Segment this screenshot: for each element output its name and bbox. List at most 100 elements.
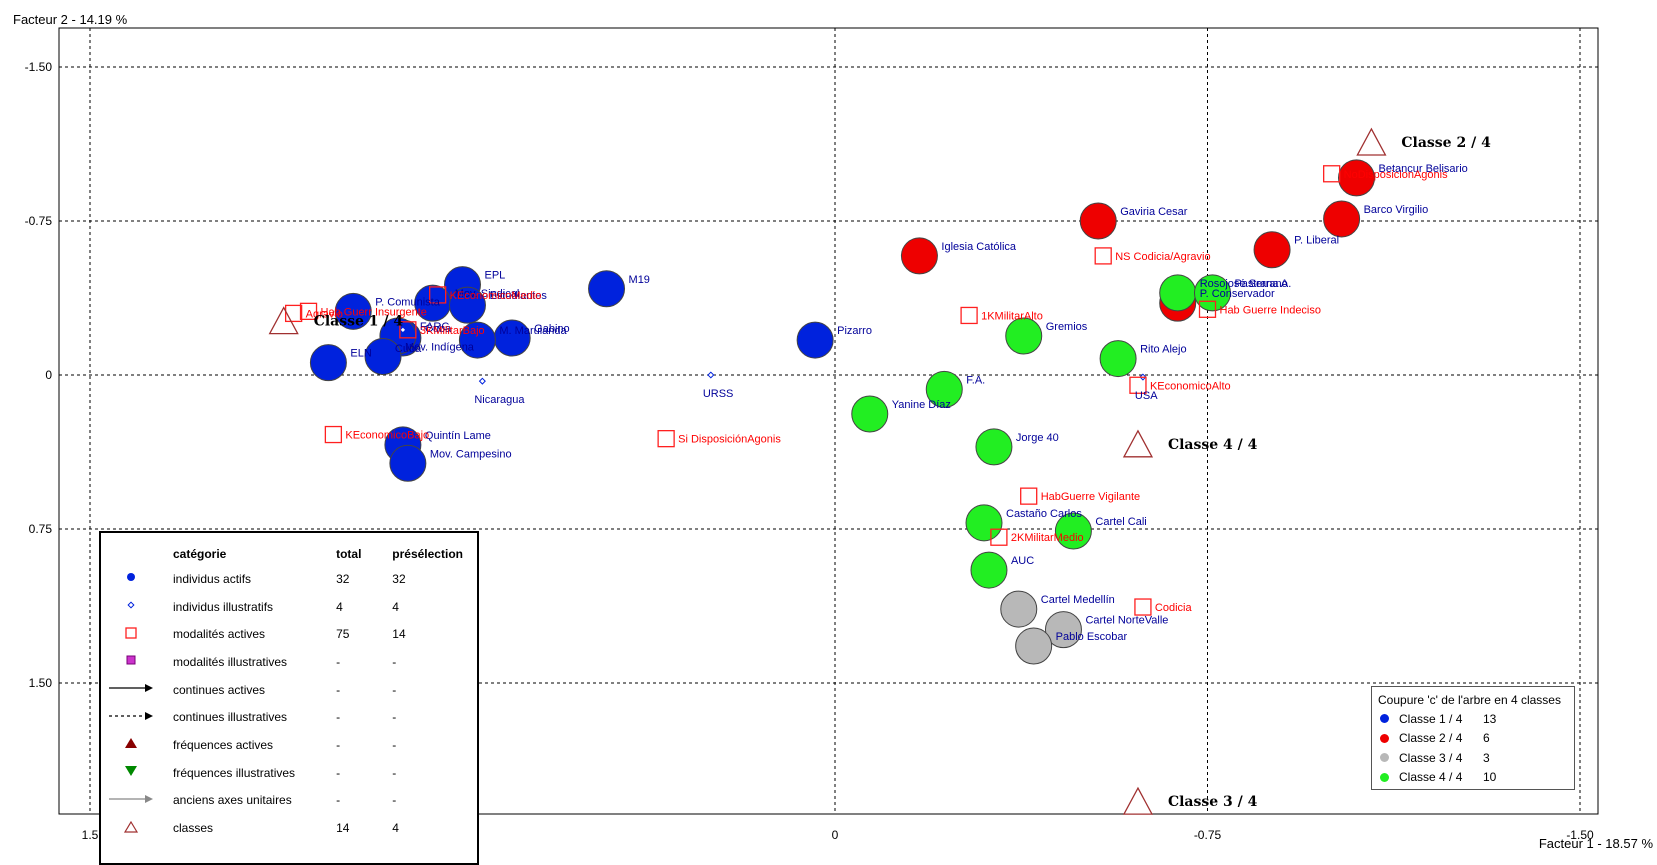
point-label-betancur-belisario: Betancur Belisario [1379, 163, 1468, 175]
modality-label-si-disposicionagonis: Si DisposiciónAgonis [678, 434, 781, 446]
class-legend-dot [1380, 753, 1389, 763]
legend-cell-total: 32 [336, 571, 350, 586]
class-classe-1-4 [268, 306, 299, 335]
x-tick-label: 1.5 [82, 828, 99, 842]
legend-cell-total: 4 [336, 599, 343, 614]
legend-cell-presel: 4 [392, 599, 399, 614]
legend-cell-presel: - [392, 737, 397, 752]
point-label-gaviria-cesar: Gaviria Cesar [1120, 206, 1188, 218]
modality-label-agravio: Agravio [306, 308, 343, 320]
point-label-p-comunista: P. Comunista [375, 296, 440, 308]
illustrative-label-usa: USA [1135, 390, 1158, 402]
point-betancur-belisario [1338, 159, 1375, 197]
y-axis-title: Facteur 2 - 14.19 % [13, 12, 128, 27]
class-legend-dot [1380, 714, 1389, 724]
point-label-rosojose-serrano: Rosojosé Serrano [1200, 278, 1288, 290]
point-cartel-medellin [1000, 590, 1038, 628]
y-tick-label: 1.50 [29, 676, 53, 690]
y-tick-label: 0.75 [29, 522, 53, 536]
y-tick-label: -1.50 [25, 60, 53, 74]
legend-row-continues-illustratives: continues illustratives - - [107, 703, 477, 731]
class-legend-row-4: Classe 4 / 4 10 [1380, 768, 1574, 788]
point-label-yanine-diaz: Yanine Díaz [892, 399, 951, 411]
legend-cell-total: 75 [336, 627, 350, 642]
point-label-p-liberal: P. Liberal [1294, 235, 1339, 247]
legend-row-continues-actives: continues actives - - [107, 676, 477, 704]
point-pablo-escobar [1015, 627, 1053, 665]
class-legend-dot [1380, 772, 1389, 782]
point-castano-carlos [965, 504, 1003, 542]
modality-label-keconomicoalto: KEconomicoAlto [1150, 380, 1231, 392]
class-legend-row-1: Classe 1 / 4 13 [1380, 709, 1574, 729]
legend-cell-total: 14 [336, 821, 350, 836]
point-p-liberal [1253, 231, 1291, 269]
modality-label-codicia: Codicia [1155, 602, 1193, 614]
point-label-pablo-escobar: Pablo Escobar [1056, 631, 1128, 643]
legend-row-individus-illustratifs: individus illustratifs 4 4 [107, 593, 477, 621]
point-label-eln: ELN [350, 348, 371, 360]
modality-label-keconomicomedio: KEconomicoMedio [450, 290, 542, 302]
modality-2kmilitarmedio [990, 528, 1008, 546]
point-label-quintin-lame: Quintín Lame [425, 430, 491, 442]
point-label-farc: FARC [420, 321, 449, 333]
legend-cell-presel: 4 [392, 821, 399, 836]
class-label-classe-1-4: Classe 1 / 4 [314, 314, 404, 330]
class-legend-row-3: Classe 3 / 4 3 [1380, 748, 1574, 768]
legend-symbol-tri_down [107, 759, 173, 787]
class-legend: Coupure 'c' de l'arbre en 4 classes Clas… [1371, 686, 1575, 790]
point-label-castano-carlos: Castaño Carlos [1006, 508, 1082, 520]
legend-cell-presel: - [392, 682, 397, 697]
point-gaviria-cesar [1079, 202, 1117, 240]
point-yanine-diaz [851, 395, 889, 433]
class-legend-row-2: Classe 2 / 4 6 [1380, 729, 1574, 749]
class-legend-count: 10 [1483, 770, 1497, 785]
point-label-gabino: Gabino [534, 323, 569, 335]
point-estudiantes [448, 286, 486, 324]
class-label-classe-2-4: Classe 2 / 4 [1401, 135, 1491, 151]
legend-cell-label: individus actifs [173, 571, 252, 586]
point-label-p-conservador: P. Conservador [1200, 288, 1275, 300]
legend-symbol-darrow [107, 703, 173, 731]
point-pizarro [796, 321, 834, 359]
class-legend-label: Classe 2 / 4 [1399, 731, 1463, 746]
point-label-cartel-nortevalle: Cartel NorteValle [1085, 615, 1168, 627]
point-mov-indigena [364, 338, 402, 376]
modality-label-habguerre-vigilante: HabGuerre Vigilante [1041, 491, 1140, 503]
legend-cell-total: - [336, 765, 341, 780]
modality-keconomicoalto [1129, 376, 1147, 394]
point-m19 [588, 270, 626, 308]
class-legend-label: Classe 4 / 4 [1399, 770, 1463, 785]
point-label-mov-indigena: Mov. Indígena [405, 342, 475, 354]
legend-cell-presel: - [392, 765, 397, 780]
modality-1kmilitaralto [960, 306, 978, 325]
modality-codicia [1134, 598, 1152, 616]
category-legend: catégorie total présélection individus a… [99, 531, 479, 865]
legend-symbol-tri_up [107, 731, 173, 759]
modality-label-keconomicobajo: KEconomicoBajo [345, 430, 429, 442]
legend-row-frequences-actives: fréquences actives - - [107, 731, 477, 759]
modality-label-hab-guerr-insurgente: Hab Guerr Insurgente [321, 306, 427, 318]
modality-label-1kmilitaralto: 1KMilitarAlto [981, 310, 1043, 322]
legend-cell-label: modalités actives [173, 627, 266, 642]
point-label-f-a: F.A. [966, 374, 985, 386]
point-label-jorge-40: Jorge 40 [1016, 432, 1059, 444]
class-classe-2-4 [1356, 127, 1387, 156]
modality-nodisposicionagonis [1323, 165, 1341, 183]
legend-cell-presel: - [392, 654, 397, 669]
y-tick-label: 0 [45, 368, 52, 382]
point-label-epl: EPL [485, 270, 506, 282]
legend-symbol-tri_open [107, 814, 173, 842]
class-legend-count: 13 [1483, 711, 1497, 726]
legend-cell-presel: - [392, 710, 397, 725]
legend-row-modalites-actives: modalités actives 75 14 [107, 620, 477, 648]
point-barco-virgilio [1323, 200, 1361, 238]
illustrative-label-cuba: Cuba [395, 343, 422, 355]
legend-header-preselection: présélection [392, 547, 463, 561]
point-label-mov-campesino: Mov. Campesino [430, 448, 512, 460]
legend-cell-label: modalités illustratives [173, 654, 288, 669]
legend-symbol-garrow [107, 787, 173, 815]
legend-cell-label: classes [173, 821, 214, 836]
point-label-cartel-cali: Cartel Cali [1095, 516, 1146, 528]
illustrative-label-nicaragua: Nicaragua [474, 394, 525, 406]
modality-label-nodisposicionagonis: NoDisposicionAgonis [1344, 169, 1448, 181]
